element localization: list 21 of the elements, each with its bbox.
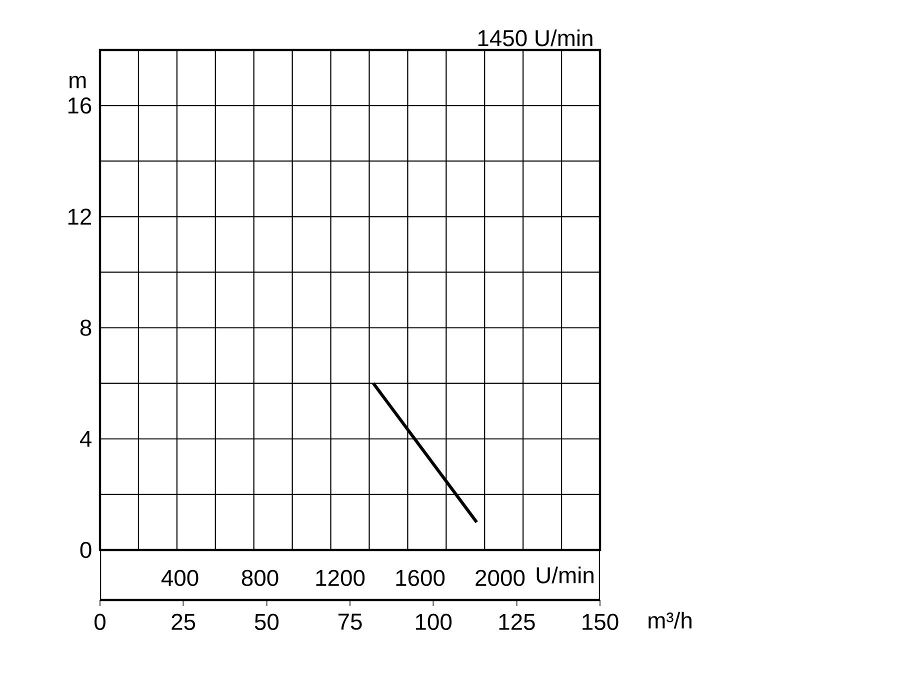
x-tick-label: 125 xyxy=(499,614,535,630)
y-tick-label: 8 xyxy=(80,320,92,336)
y-tick-label: 16 xyxy=(68,97,92,114)
x2-tick-label: 800 xyxy=(242,570,278,586)
y-tick-label: 12 xyxy=(68,208,92,225)
x-tick-label: 75 xyxy=(338,614,362,630)
x-tick-label: 25 xyxy=(172,614,196,630)
y-tick-label: 4 xyxy=(80,430,92,447)
x2-tick-label: 2000 xyxy=(476,570,525,586)
x2-tick-label: 400 xyxy=(161,570,198,586)
text: 1450 U/min xyxy=(478,29,592,46)
x-axis-title: m³/h xyxy=(648,612,692,629)
y-tick-label: 0 xyxy=(80,542,92,558)
x-tick-label: 50 xyxy=(254,614,279,630)
x-tick-label: 100 xyxy=(416,614,452,630)
x2-axis-title: U/min xyxy=(536,566,594,584)
x2-tick-label: 1200 xyxy=(316,570,365,586)
x2-tick-label: 1600 xyxy=(396,570,445,586)
x-tick-label: 150 xyxy=(582,614,618,630)
x-tick-label: 0 xyxy=(94,614,106,630)
y-axis-title: m xyxy=(70,76,86,88)
